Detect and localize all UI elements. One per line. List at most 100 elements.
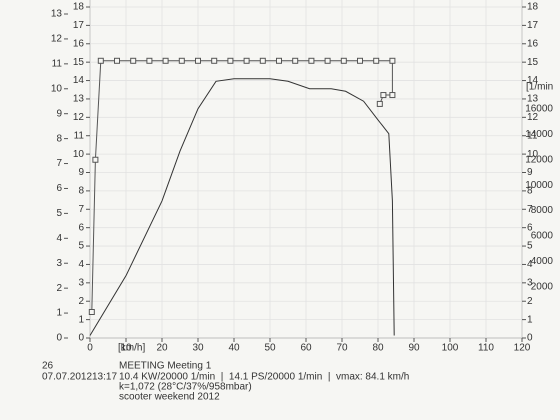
y-tick-label: 13 (51, 9, 63, 20)
y-tick-label: 9 (56, 108, 62, 119)
point-marker (178, 57, 185, 64)
x-tick-label: 90 (408, 343, 420, 354)
point-marker (373, 57, 380, 64)
y2-right-tick-label: 3 (527, 277, 533, 288)
y2-tick-label: 5 (78, 241, 84, 252)
point-marker (389, 92, 396, 99)
rpm-axis-label: [1/min (526, 82, 553, 93)
y3-tick-label: 2000 (531, 281, 554, 292)
point-marker (130, 57, 137, 64)
y2-right-tick-label: 9 (527, 167, 533, 178)
meeting: MEETING Meeting 1 (119, 361, 212, 372)
y2-tick-label: 7 (78, 204, 84, 215)
x-tick-label: 70 (336, 343, 348, 354)
x-tick-label: 10 (120, 343, 132, 354)
x-tick-label: 60 (300, 343, 312, 354)
y2-right-tick-label: 8 (527, 186, 533, 197)
point-marker (276, 57, 282, 64)
y2-tick-label: 6 (78, 222, 84, 233)
point-marker (357, 57, 363, 64)
y2-right-tick-label: 15 (527, 57, 539, 68)
y3-tick-label: 8000 (531, 205, 554, 216)
x-tick-label: 100 (442, 343, 459, 354)
y3-tick-label: 4000 (531, 256, 554, 267)
y2-tick-label: 9 (78, 167, 84, 178)
y2-right-tick-label: 17 (527, 20, 539, 31)
y3-tick-label: 12000 (525, 154, 553, 165)
conditions: k=1,072 (28°C/37%/958mbar) (119, 382, 252, 393)
x-tick-label: 110 (478, 343, 494, 354)
point-marker (389, 57, 396, 64)
y2-right-tick-label: 13 (527, 94, 539, 105)
y3-tick-label: 10000 (525, 180, 553, 191)
y2-right-tick-label: 11 (527, 130, 538, 141)
point-marker (92, 156, 99, 163)
point-marker (243, 57, 250, 64)
y-tick-label: 2 (56, 283, 62, 294)
y2-tick-label: 17 (73, 20, 85, 31)
x-tick-label: 50 (264, 343, 276, 354)
y2-tick-label: 8 (78, 186, 84, 197)
y2-tick-label: 4 (78, 259, 84, 270)
point-marker (376, 100, 383, 107)
point-marker (146, 57, 153, 64)
point-marker (324, 57, 331, 64)
point-marker (227, 57, 234, 64)
y2-right-tick-label: 5 (527, 241, 533, 252)
y2-tick-label: 13 (73, 94, 85, 105)
series-line (89, 78, 395, 336)
y2-tick-label: 14 (73, 75, 85, 86)
point-marker (97, 57, 104, 64)
event: scooter weekend 2012 (119, 392, 220, 403)
date: 07.07.2012 (42, 372, 92, 383)
y-tick-label: 6 (56, 183, 62, 194)
y3-tick-label: 14000 (525, 129, 553, 140)
x-tick-label: 30 (192, 343, 204, 354)
point-marker (88, 309, 95, 315)
y2-right-tick-label: 10 (527, 149, 539, 160)
y2-right-tick-label: 14 (527, 75, 539, 86)
y-tick-label: 1 (56, 308, 62, 319)
y-tick-label: 12 (51, 34, 63, 45)
y-tick-label: 7 (56, 158, 62, 169)
y2-tick-label: 2 (78, 296, 84, 307)
x-tick-label: 0 (87, 343, 93, 354)
y-tick-label: 4 (56, 233, 62, 244)
y3-tick-label: 6000 (531, 231, 554, 242)
y2-right-tick-label: 4 (527, 259, 533, 270)
y2-tick-label: 0 (78, 333, 84, 344)
y-tick-label: 0 (56, 333, 62, 344)
y3-tick-label: 16000 (525, 104, 553, 115)
point-marker (195, 57, 201, 64)
y2-right-tick-label: 16 (527, 38, 539, 49)
y2-tick-label: 10 (73, 149, 85, 160)
y2-right-tick-label: 1 (527, 314, 533, 325)
point-marker (211, 57, 218, 64)
y-tick-label: 10 (51, 83, 63, 94)
y2-right-tick-label: 2 (527, 296, 533, 307)
x-tick-label: 80 (372, 343, 384, 354)
point-marker (259, 57, 266, 64)
y2-right-tick-label: 0 (527, 333, 533, 344)
result: 10.4 KW/20000 1/min | 14.1 PS/20000 1/mi… (119, 372, 409, 383)
time: 13:17 (92, 372, 117, 383)
x-tick-label: 40 (228, 343, 240, 354)
point-marker (162, 57, 169, 64)
x-tick-label: 20 (156, 343, 168, 354)
y-tick-label: 11 (52, 58, 63, 69)
point-marker (340, 57, 347, 64)
point-marker (380, 92, 387, 99)
y-tick-label: 3 (56, 258, 62, 269)
y-tick-label: 5 (56, 208, 62, 219)
y2-right-tick-label: 12 (527, 112, 539, 123)
y2-tick-label: 18 (73, 2, 85, 13)
x-axis-label: [km/h] (118, 343, 145, 354)
x-tick-label: 120 (514, 343, 531, 354)
y2-right-tick-label: 7 (527, 204, 533, 215)
y2-tick-label: 12 (73, 112, 85, 123)
point-marker (114, 57, 120, 64)
y2-tick-label: 3 (78, 277, 84, 288)
y2-right-tick-label: 18 (527, 2, 539, 13)
